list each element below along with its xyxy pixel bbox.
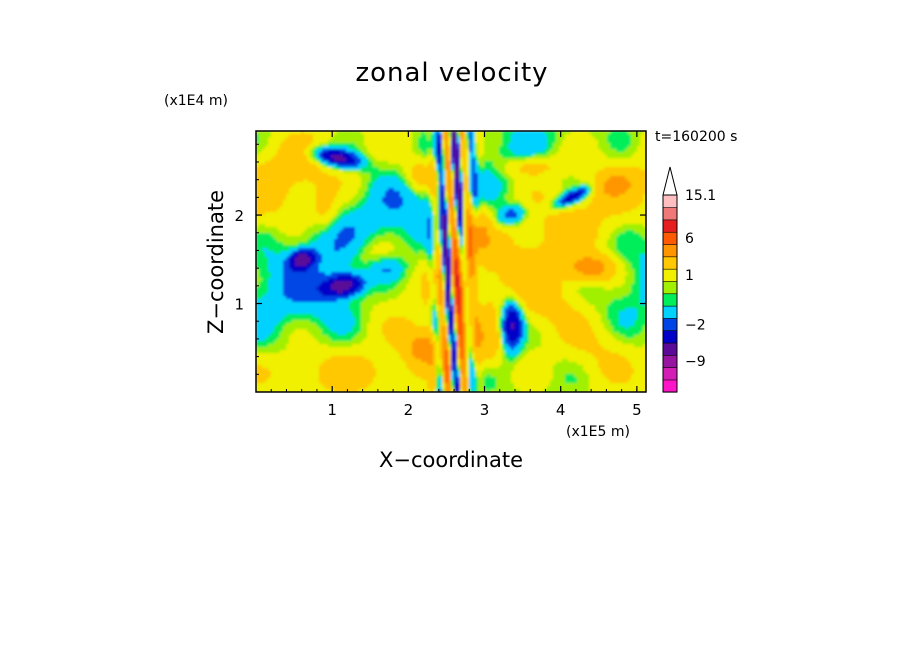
colorbar-segment xyxy=(662,330,678,344)
y-tick-label: 2 xyxy=(234,207,244,225)
colorbar-frame xyxy=(662,194,678,393)
colorbar-segment xyxy=(662,207,678,221)
colorbar-segment xyxy=(662,194,678,208)
colorbar-extend-arrow xyxy=(662,166,678,196)
colorbar-label: −2 xyxy=(685,317,706,333)
colorbar-segment xyxy=(662,342,678,356)
colorbar-segment xyxy=(662,354,678,368)
colorbar-segment xyxy=(662,231,678,245)
y-axis: 12 xyxy=(234,143,646,375)
colorbar-label: 6 xyxy=(685,231,694,247)
colorbar-segment xyxy=(662,305,678,319)
colorbar-label: −9 xyxy=(685,354,706,370)
time-annotation: t=160200 s xyxy=(655,129,738,145)
colorbar-label: 15.1 xyxy=(685,188,716,204)
colorbar-segment xyxy=(662,293,678,307)
colorbar: 15.1 6 1 −2 −9 xyxy=(662,166,716,393)
x-tick-label: 5 xyxy=(632,401,642,419)
x-tick-label: 2 xyxy=(404,401,414,419)
colorbar-segment xyxy=(662,219,678,233)
x-axis-label: X−coordinate xyxy=(379,448,523,472)
x-tick-label: 3 xyxy=(480,401,490,419)
y-axis-label: Z−coordinate xyxy=(204,190,228,334)
colorbar-segment xyxy=(662,367,678,381)
velocity-field xyxy=(256,131,646,392)
colorbar-segment xyxy=(662,243,678,258)
colorbar-segment xyxy=(662,268,678,282)
x-tick-label: 1 xyxy=(327,401,337,419)
x-axis: 1 2 3 4 5 xyxy=(270,131,642,419)
plot-frame xyxy=(255,130,647,393)
x-unit-label: (x1E5 m) xyxy=(566,424,630,440)
y-unit-label: (x1E4 m) xyxy=(164,93,228,109)
x-tick-label: 4 xyxy=(556,401,566,419)
y-tick-label: 1 xyxy=(234,296,244,314)
colorbar-segment xyxy=(662,379,678,393)
chart-title: zonal velocity xyxy=(355,58,549,88)
colorbar-label: 1 xyxy=(685,268,694,284)
colorbar-segment xyxy=(662,280,678,295)
colorbar-segment xyxy=(662,317,678,332)
colorbar-segment xyxy=(662,256,678,270)
